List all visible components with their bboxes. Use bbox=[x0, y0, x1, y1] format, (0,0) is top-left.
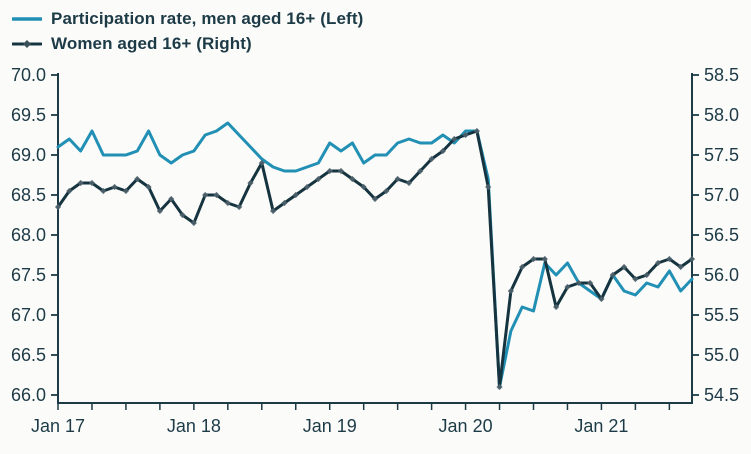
women-series-marker bbox=[270, 207, 277, 215]
women-series-line bbox=[56, 129, 694, 389]
women-series-marker bbox=[496, 383, 503, 391]
legend-label-women: Women aged 16+ (Right) bbox=[51, 33, 252, 53]
women-series-marker bbox=[54, 203, 62, 211]
y-axis-left-tick-label: 68.5 bbox=[11, 185, 46, 205]
y-axis-left-tick-label: 67.5 bbox=[11, 265, 46, 285]
x-axis-tick-label: Jan 19 bbox=[303, 416, 357, 436]
women-series-marker bbox=[303, 183, 311, 191]
y-axis-left-tick-label: 66.0 bbox=[11, 385, 46, 405]
women-series-marker bbox=[654, 259, 662, 267]
men-series-line bbox=[56, 121, 694, 389]
y-axis-right-tick-label: 56.0 bbox=[704, 265, 739, 285]
women-series-marker bbox=[111, 183, 118, 191]
women-series-marker bbox=[632, 275, 639, 283]
women-series-marker bbox=[451, 135, 458, 143]
women-series-marker bbox=[179, 211, 186, 219]
y-axis-right-tick-label: 56.5 bbox=[704, 225, 739, 245]
women-series-marker bbox=[485, 183, 492, 191]
men-line-swatch-icon bbox=[12, 16, 42, 21]
women-series-marker bbox=[439, 147, 447, 155]
x-axis-tick-label: Jan 21 bbox=[574, 416, 628, 436]
women-line-swatch-icon bbox=[12, 39, 42, 48]
women-series-marker bbox=[100, 187, 107, 195]
women-series-marker bbox=[609, 271, 616, 279]
women-series-marker bbox=[564, 283, 571, 291]
women-series-marker bbox=[587, 279, 594, 287]
women-series-marker bbox=[677, 263, 684, 271]
y-axis-right-tick-label: 55.5 bbox=[704, 305, 739, 325]
women-series-marker bbox=[417, 167, 424, 175]
women-series-marker bbox=[405, 179, 413, 187]
women-series-marker bbox=[224, 199, 231, 207]
legend-item-women: Women aged 16+ (Right) bbox=[12, 31, 363, 56]
women-series-marker bbox=[620, 263, 628, 271]
women-series-marker bbox=[360, 183, 367, 191]
women-series-marker bbox=[281, 199, 288, 207]
x-axis-tick-label: Jan 20 bbox=[439, 416, 493, 436]
women-series-marker bbox=[383, 187, 390, 195]
x-axis-tick-label: Jan 17 bbox=[31, 416, 85, 436]
women-series-marker bbox=[134, 175, 141, 183]
women-series-marker bbox=[473, 127, 480, 135]
women-series-marker bbox=[77, 179, 84, 187]
women-series-marker bbox=[202, 191, 209, 199]
y-axis-right-tick-label: 55.0 bbox=[704, 345, 739, 365]
women-series-marker bbox=[190, 219, 197, 227]
women-series-marker bbox=[541, 255, 548, 263]
women-series-marker bbox=[643, 271, 650, 279]
women-series-marker bbox=[315, 175, 322, 183]
women-series-marker bbox=[428, 155, 435, 163]
women-series-marker bbox=[247, 179, 254, 187]
women-series-marker bbox=[145, 183, 152, 191]
y-axis-left-tick-label: 66.5 bbox=[11, 345, 46, 365]
women-series-marker bbox=[688, 255, 696, 263]
y-axis-right-tick-label: 58.0 bbox=[704, 105, 739, 125]
women-series-marker bbox=[507, 287, 514, 295]
women-series-marker bbox=[258, 159, 265, 167]
women-series-marker bbox=[168, 195, 175, 203]
women-series-marker bbox=[122, 187, 130, 195]
women-series-marker bbox=[553, 303, 560, 311]
y-axis-left-tick-label: 69.0 bbox=[11, 145, 46, 165]
chart-legend: Participation rate, men aged 16+ (Left) … bbox=[12, 6, 363, 56]
women-series-marker bbox=[326, 167, 333, 175]
y-axis-left-tick-label: 70.0 bbox=[11, 65, 46, 85]
women-series-marker bbox=[519, 263, 526, 271]
women-series-marker bbox=[236, 203, 243, 211]
y-axis-right-tick-label: 54.5 bbox=[704, 385, 739, 405]
women-series-marker bbox=[462, 131, 469, 139]
women-series-marker bbox=[575, 279, 582, 287]
women-series-marker bbox=[598, 295, 605, 303]
women-series-marker bbox=[337, 167, 345, 175]
legend-label-men: Participation rate, men aged 16+ (Left) bbox=[51, 8, 364, 28]
y-axis-left-tick-label: 67.0 bbox=[11, 305, 46, 325]
y-axis-left-tick-label: 68.0 bbox=[11, 225, 46, 245]
women-series-marker bbox=[292, 191, 299, 199]
women-series-marker bbox=[371, 195, 379, 203]
y-axis-left-tick-label: 69.5 bbox=[11, 105, 46, 125]
women-series-marker bbox=[156, 207, 163, 215]
women-series-marker bbox=[530, 255, 537, 263]
y-axis-right-tick-label: 58.5 bbox=[704, 65, 739, 85]
women-series-marker bbox=[666, 255, 673, 263]
x-axis-tick-label: Jan 18 bbox=[167, 416, 221, 436]
women-series-marker bbox=[213, 191, 220, 199]
women-series-marker bbox=[394, 175, 401, 183]
women-series-marker bbox=[66, 187, 73, 195]
y-axis-right-tick-label: 57.5 bbox=[704, 145, 739, 165]
women-series-marker bbox=[349, 175, 356, 183]
y-axis-right-tick-label: 57.0 bbox=[704, 185, 739, 205]
legend-item-men: Participation rate, men aged 16+ (Left) bbox=[12, 6, 363, 31]
women-series-marker bbox=[88, 179, 96, 187]
